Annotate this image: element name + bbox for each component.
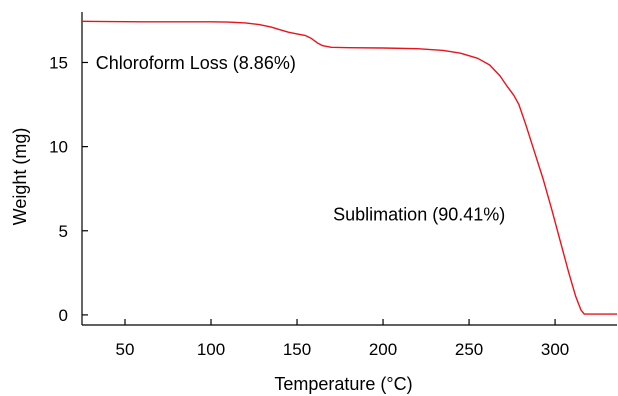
y-tick-label: 0 <box>59 306 68 325</box>
annotation-label: Chloroform Loss (8.86%) <box>96 53 296 73</box>
x-tick-label: 250 <box>455 340 483 359</box>
y-tick-label: 15 <box>49 53 68 72</box>
weight-curve <box>81 20 617 315</box>
y-axis-title: Weight (mg) <box>10 128 30 226</box>
annotation-label: Sublimation (90.41%) <box>333 205 505 225</box>
ticks: 50 100 150 200 250 300 0 5 10 15 <box>49 53 569 359</box>
x-tick-label: 200 <box>369 340 397 359</box>
x-tick-label: 50 <box>116 340 135 359</box>
x-tick-label: 100 <box>197 340 225 359</box>
x-axis-title: Temperature (°C) <box>274 374 412 394</box>
labels: Temperature (°C) Weight (mg) Chloroform Lo… <box>10 53 505 394</box>
y-tick-label: 10 <box>49 138 68 157</box>
x-tick-label: 150 <box>283 340 311 359</box>
x-tick-label: 300 <box>541 340 569 359</box>
y-tick-label: 5 <box>59 222 68 241</box>
plot-area <box>81 20 617 315</box>
axes <box>81 12 617 326</box>
